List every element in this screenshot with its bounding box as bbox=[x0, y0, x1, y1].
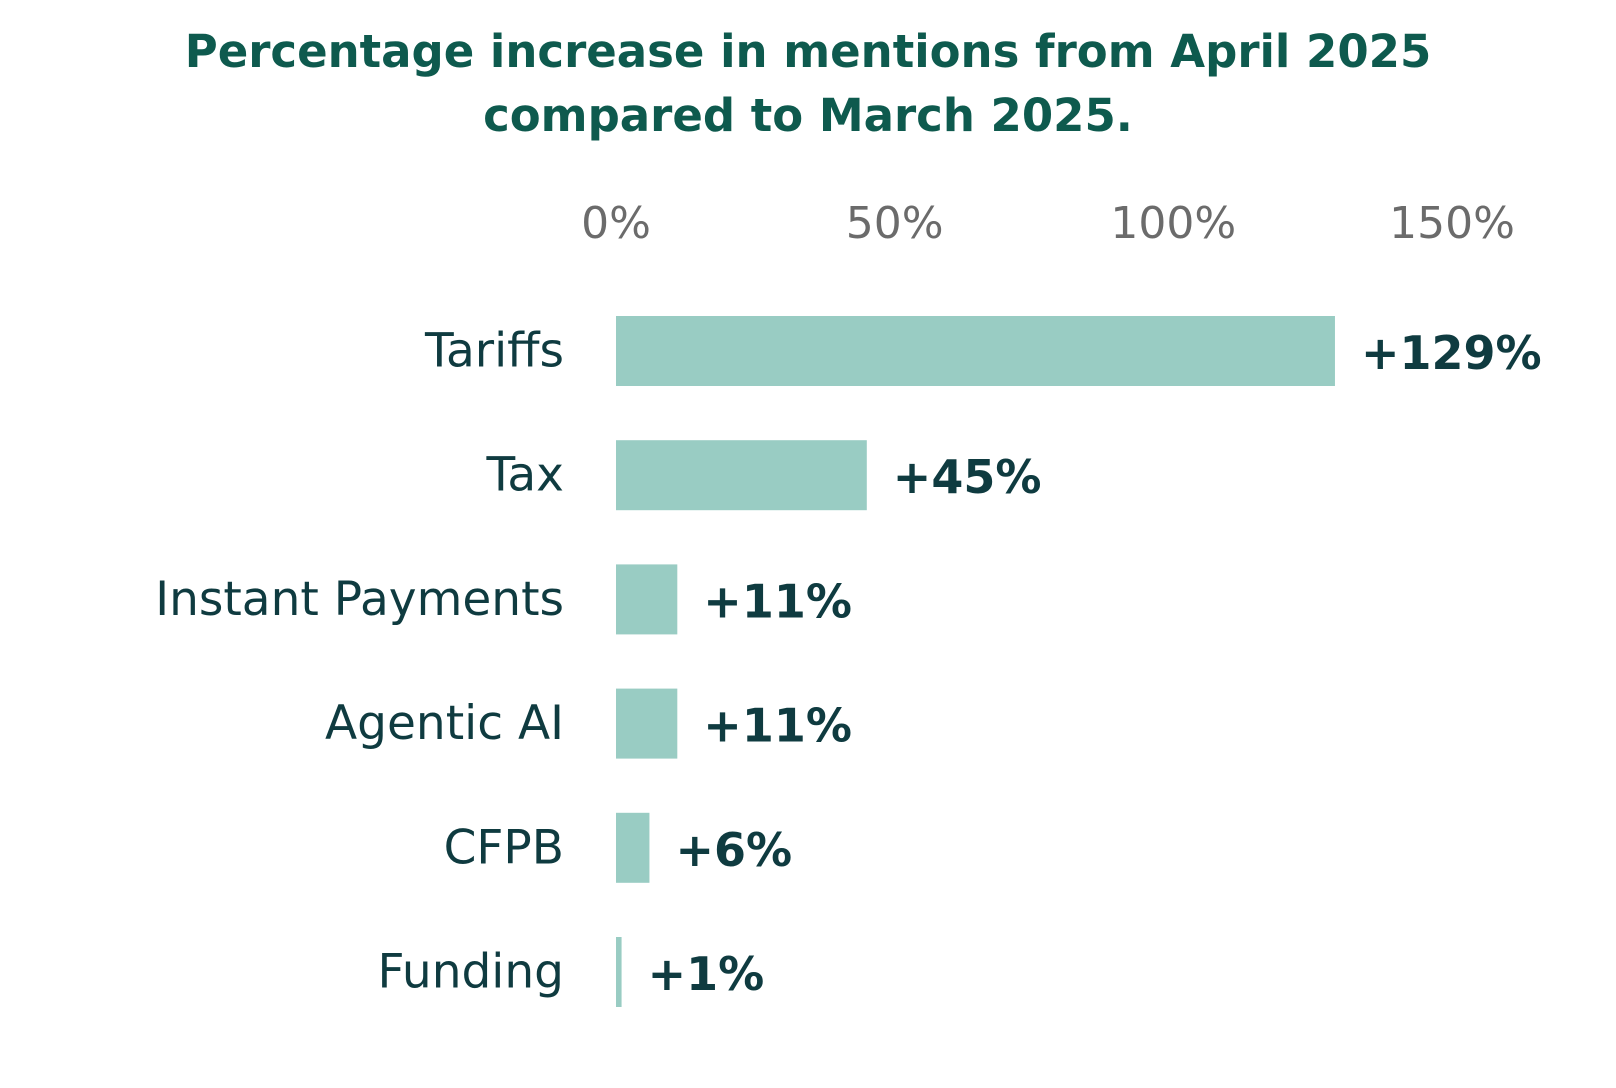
value-label: +11% bbox=[703, 699, 852, 753]
chart-title-line-2: compared to March 2025. bbox=[483, 89, 1133, 142]
chart-title-line-1: Percentage increase in mentions from Apr… bbox=[185, 25, 1432, 78]
value-label: +11% bbox=[703, 574, 852, 628]
category-label: Instant Payments bbox=[155, 572, 564, 627]
bar-row: Tariffs +129% bbox=[424, 316, 1542, 386]
bar bbox=[616, 937, 622, 1007]
category-label: Tax bbox=[485, 448, 564, 503]
x-axis-ticks: 0% 50% 100% 150% bbox=[581, 198, 1515, 249]
x-tick-label: 50% bbox=[846, 198, 944, 249]
bar bbox=[616, 564, 678, 635]
bar-row: Tax +45% bbox=[485, 440, 1042, 511]
value-label: +45% bbox=[893, 450, 1042, 504]
bar bbox=[616, 440, 867, 511]
chart-title: Percentage increase in mentions from Apr… bbox=[185, 25, 1432, 142]
bar bbox=[616, 316, 1335, 386]
x-tick-label: 150% bbox=[1389, 198, 1515, 249]
bars: Tariffs +129%Tax +45%Instant Payments +11%A… bbox=[155, 316, 1542, 1007]
x-tick-label: 100% bbox=[1110, 198, 1236, 249]
value-label: +6% bbox=[675, 823, 792, 877]
bar-row: CFPB +6% bbox=[444, 812, 792, 883]
value-label: +129% bbox=[1361, 326, 1542, 380]
bar-row: Funding +1% bbox=[377, 937, 764, 1007]
category-label: CFPB bbox=[444, 820, 564, 875]
category-label: Funding bbox=[377, 945, 564, 1000]
value-label: +1% bbox=[648, 947, 765, 1001]
bar-row: Agentic AI +11% bbox=[325, 688, 852, 759]
bar bbox=[616, 812, 650, 883]
category-label: Tariffs bbox=[424, 324, 564, 379]
bar-row: Instant Payments +11% bbox=[155, 564, 852, 635]
x-tick-label: 0% bbox=[581, 198, 651, 249]
category-label: Agentic AI bbox=[325, 696, 564, 751]
bar bbox=[616, 688, 678, 759]
